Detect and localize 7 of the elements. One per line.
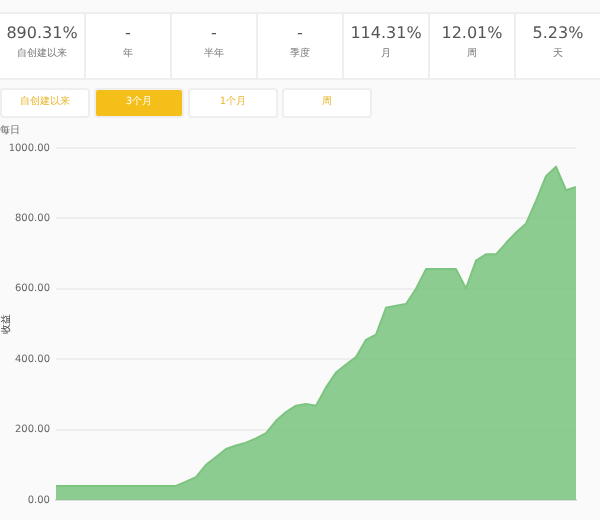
text: 12.01% (439, 24, 505, 42)
text: 5.23% (530, 24, 586, 42)
text: - (209, 24, 219, 42)
text: 890.31% (4, 24, 80, 42)
text: 114.31% (348, 24, 424, 42)
text: - (295, 24, 305, 42)
text: - (123, 24, 133, 42)
